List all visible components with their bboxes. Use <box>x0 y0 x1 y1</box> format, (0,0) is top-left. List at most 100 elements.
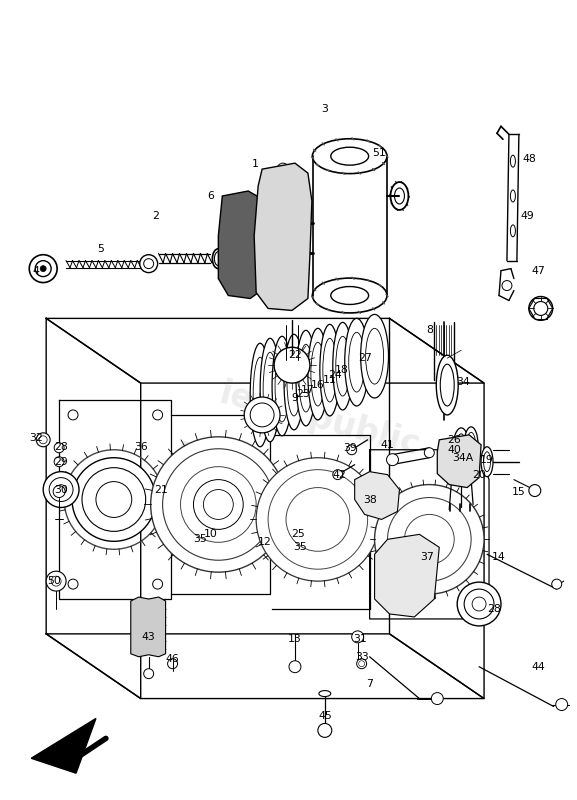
Circle shape <box>333 470 343 480</box>
Text: 38: 38 <box>363 494 376 505</box>
Ellipse shape <box>308 328 328 420</box>
Ellipse shape <box>263 352 277 428</box>
Circle shape <box>370 487 385 503</box>
Ellipse shape <box>331 147 369 165</box>
Text: 50: 50 <box>47 576 61 586</box>
Ellipse shape <box>336 336 350 396</box>
Circle shape <box>39 436 47 444</box>
Circle shape <box>153 410 163 420</box>
Circle shape <box>374 485 484 594</box>
Circle shape <box>274 347 310 383</box>
Ellipse shape <box>331 286 369 305</box>
Ellipse shape <box>272 336 292 436</box>
Polygon shape <box>374 534 439 617</box>
Circle shape <box>53 486 65 498</box>
Polygon shape <box>131 597 166 657</box>
Polygon shape <box>218 191 272 298</box>
Ellipse shape <box>212 249 224 269</box>
Circle shape <box>163 449 274 560</box>
Text: 6: 6 <box>207 191 214 201</box>
Text: 44: 44 <box>532 662 546 672</box>
Text: 23: 23 <box>296 389 310 399</box>
Circle shape <box>244 397 280 433</box>
Ellipse shape <box>312 138 387 174</box>
Circle shape <box>144 258 153 269</box>
Circle shape <box>432 693 443 705</box>
Ellipse shape <box>270 477 282 542</box>
Circle shape <box>396 586 413 602</box>
Text: 34A: 34A <box>452 453 474 462</box>
Ellipse shape <box>310 502 320 546</box>
Ellipse shape <box>311 342 325 406</box>
Text: 22: 22 <box>288 350 302 360</box>
Ellipse shape <box>281 478 295 540</box>
Circle shape <box>457 582 501 626</box>
Polygon shape <box>254 163 312 310</box>
Text: 41: 41 <box>381 440 395 450</box>
Text: 43: 43 <box>142 632 156 642</box>
Text: 28: 28 <box>487 604 501 614</box>
Ellipse shape <box>440 364 454 406</box>
Text: 28: 28 <box>54 442 68 452</box>
Text: 39: 39 <box>343 442 357 453</box>
Text: 36: 36 <box>134 442 148 452</box>
Ellipse shape <box>250 343 270 446</box>
Text: 31: 31 <box>353 634 366 644</box>
Text: 17: 17 <box>301 385 315 395</box>
Ellipse shape <box>349 332 365 392</box>
Circle shape <box>396 551 413 567</box>
Circle shape <box>204 490 233 519</box>
Ellipse shape <box>287 348 301 416</box>
Text: 15: 15 <box>512 486 526 497</box>
Text: 12: 12 <box>258 538 272 547</box>
Text: 33: 33 <box>355 652 369 662</box>
Text: 35: 35 <box>293 542 307 552</box>
Ellipse shape <box>215 252 222 266</box>
Text: 20: 20 <box>472 470 486 480</box>
Text: 35: 35 <box>193 534 207 544</box>
Text: 29: 29 <box>54 457 68 466</box>
Text: 10: 10 <box>204 530 218 539</box>
Circle shape <box>193 480 243 530</box>
Circle shape <box>181 466 256 542</box>
Circle shape <box>357 658 366 669</box>
Ellipse shape <box>453 428 469 468</box>
Circle shape <box>275 278 291 294</box>
Circle shape <box>502 281 512 290</box>
Ellipse shape <box>260 338 280 442</box>
Text: 32: 32 <box>29 433 43 443</box>
Ellipse shape <box>323 338 337 402</box>
Circle shape <box>43 472 79 507</box>
Circle shape <box>68 579 78 589</box>
Text: 34: 34 <box>456 377 470 387</box>
Text: 14: 14 <box>492 552 506 562</box>
Circle shape <box>56 485 66 494</box>
Ellipse shape <box>296 330 316 426</box>
Circle shape <box>35 261 51 277</box>
Text: 30: 30 <box>54 485 68 494</box>
Text: 16: 16 <box>311 380 325 390</box>
Circle shape <box>404 514 454 564</box>
Circle shape <box>231 254 255 278</box>
Circle shape <box>46 571 66 591</box>
Circle shape <box>250 403 274 427</box>
Ellipse shape <box>278 470 298 550</box>
Circle shape <box>167 658 178 669</box>
Circle shape <box>529 297 553 320</box>
Text: 42: 42 <box>333 470 347 480</box>
Ellipse shape <box>484 452 490 472</box>
Text: 7: 7 <box>366 678 373 689</box>
Text: 49: 49 <box>520 211 534 221</box>
Ellipse shape <box>272 223 294 253</box>
Circle shape <box>231 217 255 241</box>
Text: 2: 2 <box>152 211 159 221</box>
Polygon shape <box>31 718 96 773</box>
Ellipse shape <box>312 278 387 313</box>
Circle shape <box>151 437 286 572</box>
Circle shape <box>40 266 46 272</box>
Text: 47: 47 <box>532 266 546 276</box>
Polygon shape <box>437 435 481 487</box>
Ellipse shape <box>511 190 515 202</box>
Text: 46: 46 <box>166 654 179 664</box>
Ellipse shape <box>344 318 369 406</box>
